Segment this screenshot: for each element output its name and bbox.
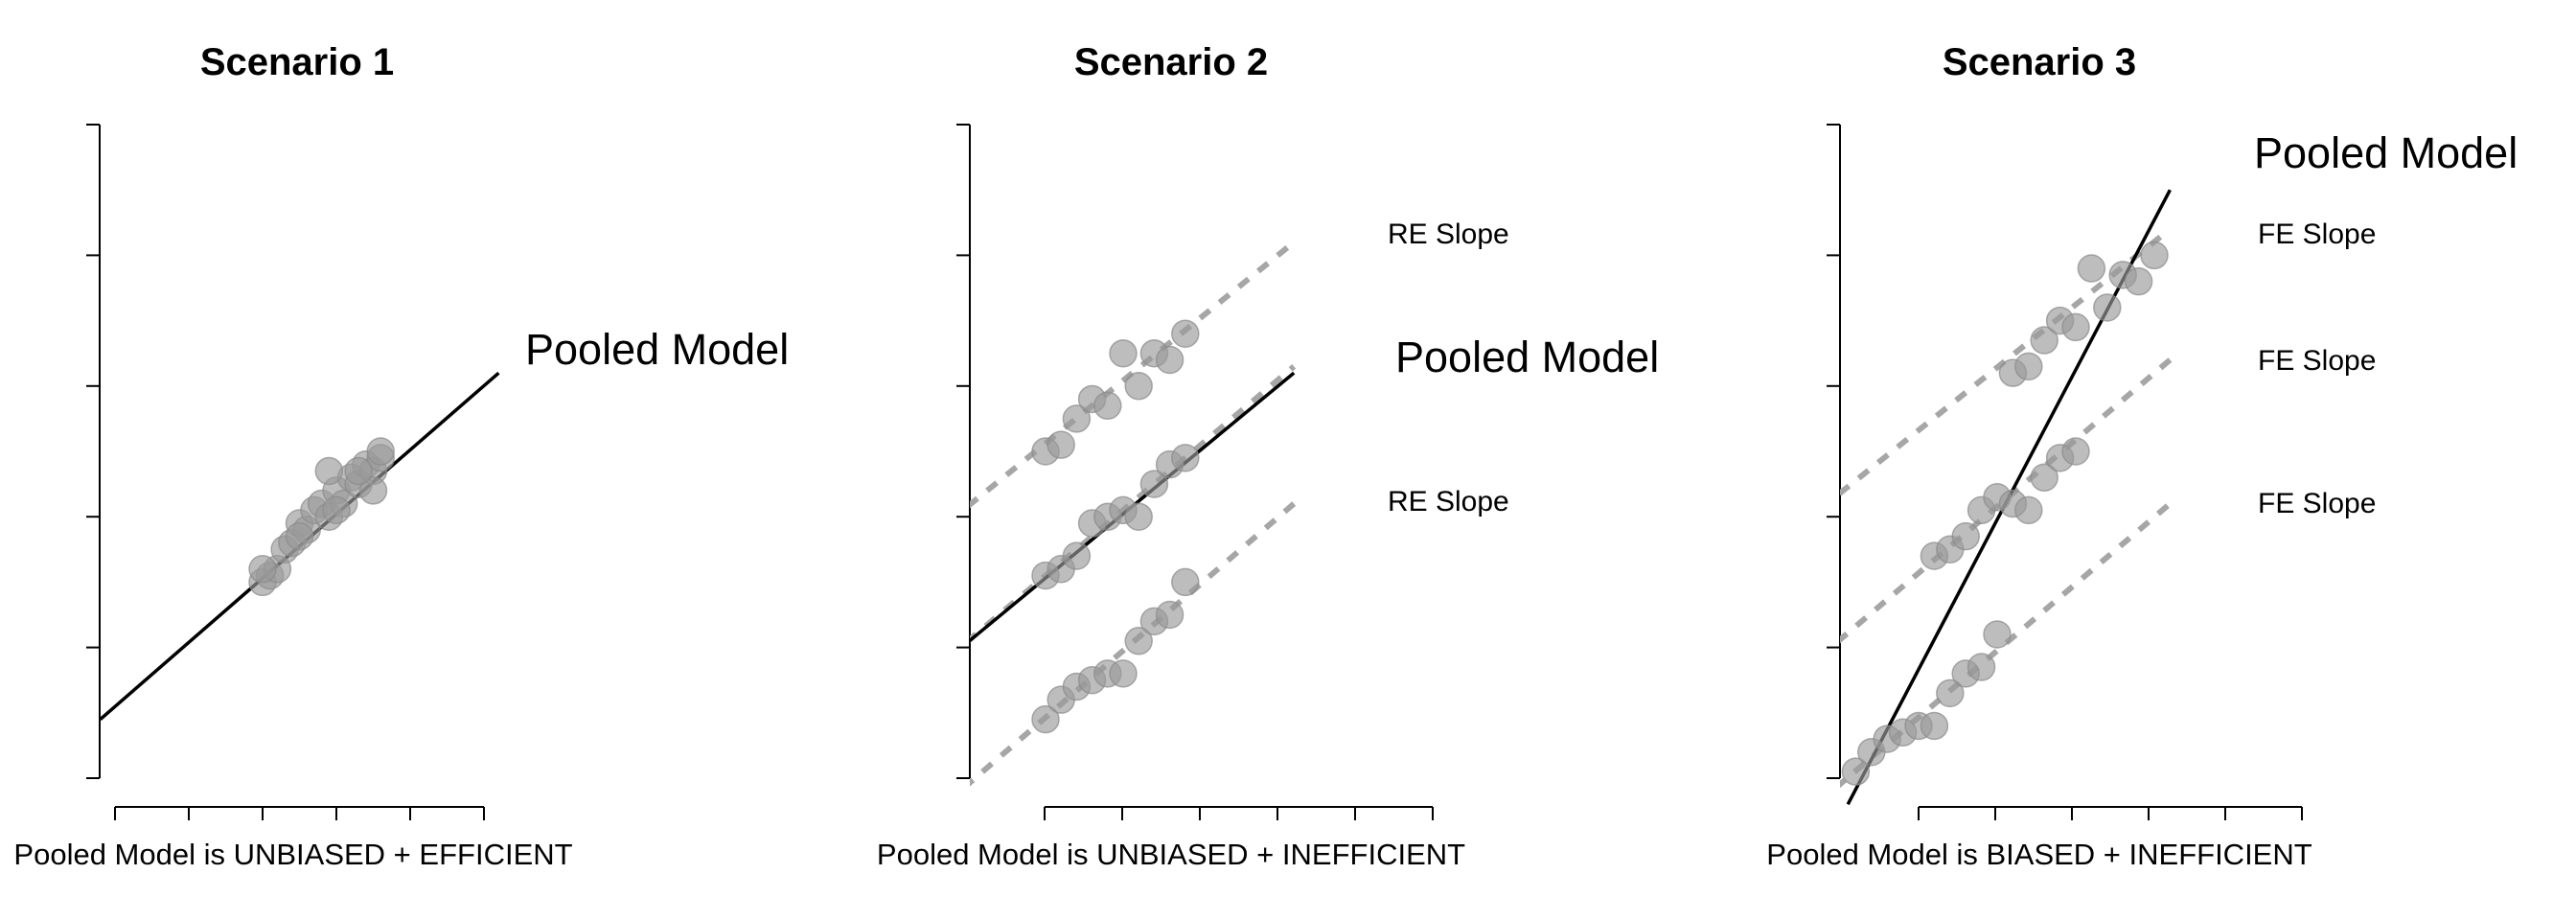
slope-label: FE Slope xyxy=(2258,218,2376,250)
data-point xyxy=(1124,502,1153,531)
data-point xyxy=(366,437,395,466)
scenario-panel-2: Scenario 2 Pooled Model is UNBIASED + INE… xyxy=(877,41,1659,871)
data-point xyxy=(2030,463,2058,493)
slope-label: RE Slope xyxy=(1388,486,1509,518)
x-axis-label: Pooled Model is UNBIASED + INEFFICIENT xyxy=(877,838,1465,871)
data-point xyxy=(2140,241,2169,270)
data-point xyxy=(1031,704,1060,734)
data-point xyxy=(2061,437,2090,466)
data-point xyxy=(1109,659,1138,688)
data-point xyxy=(1062,541,1092,570)
slope-line xyxy=(970,501,1297,787)
panel-title: Scenario 3 xyxy=(1943,41,2136,83)
data-point xyxy=(1951,521,1980,551)
data-point xyxy=(2124,266,2153,296)
data-point xyxy=(1046,430,1075,459)
data-point xyxy=(1109,338,1138,368)
data-point xyxy=(358,476,388,505)
panel-title: Scenario 2 xyxy=(1074,41,1268,83)
data-point xyxy=(1936,678,1965,708)
data-point xyxy=(1983,620,2012,649)
slope-line xyxy=(1840,226,2173,497)
data-point xyxy=(2014,495,2043,525)
data-point xyxy=(344,456,373,486)
panel-title: Scenario 1 xyxy=(200,41,394,83)
pooled-model-label: Pooled Model xyxy=(2254,128,2518,177)
data-point xyxy=(322,495,351,525)
data-point xyxy=(2077,254,2106,283)
slope-label: RE Slope xyxy=(1388,218,1509,250)
data-point xyxy=(1124,627,1153,656)
x-axis-label: Pooled Model is UNBIASED + EFFICIENT xyxy=(13,838,572,871)
data-point xyxy=(248,555,277,584)
data-point xyxy=(1171,567,1200,597)
pooled-model-label: Pooled Model xyxy=(1395,333,1659,381)
data-point xyxy=(285,521,314,551)
pooled-model-line xyxy=(970,371,1296,643)
data-point xyxy=(2014,352,2043,381)
x-axis-label: Pooled Model is BIASED + INEFFICIENT xyxy=(1766,838,2312,871)
slope-label: FE Slope xyxy=(2258,345,2376,377)
pooled-model-label: Pooled Model xyxy=(525,325,789,374)
data-point xyxy=(1155,345,1184,375)
data-point xyxy=(1093,391,1122,421)
data-point xyxy=(1920,711,1949,741)
data-point xyxy=(1171,444,1200,472)
data-point xyxy=(1139,470,1169,498)
data-point xyxy=(2030,326,2058,355)
data-point xyxy=(314,456,344,486)
data-point xyxy=(1966,653,1996,681)
data-point xyxy=(1155,600,1184,630)
data-point xyxy=(1124,372,1153,401)
data-point xyxy=(2093,293,2122,322)
scenario-panel-3: Scenario 3 Pooled Model is BIASED + INEFF… xyxy=(1766,41,2518,871)
scenario-panel-1: Scenario 1 Pooled Model is UNBIASED + EFF… xyxy=(13,41,789,871)
slope-label: FE Slope xyxy=(2258,488,2376,519)
data-point xyxy=(2061,312,2090,342)
data-point xyxy=(1171,319,1200,348)
data-point xyxy=(1841,757,1871,786)
data-point xyxy=(1062,404,1092,433)
